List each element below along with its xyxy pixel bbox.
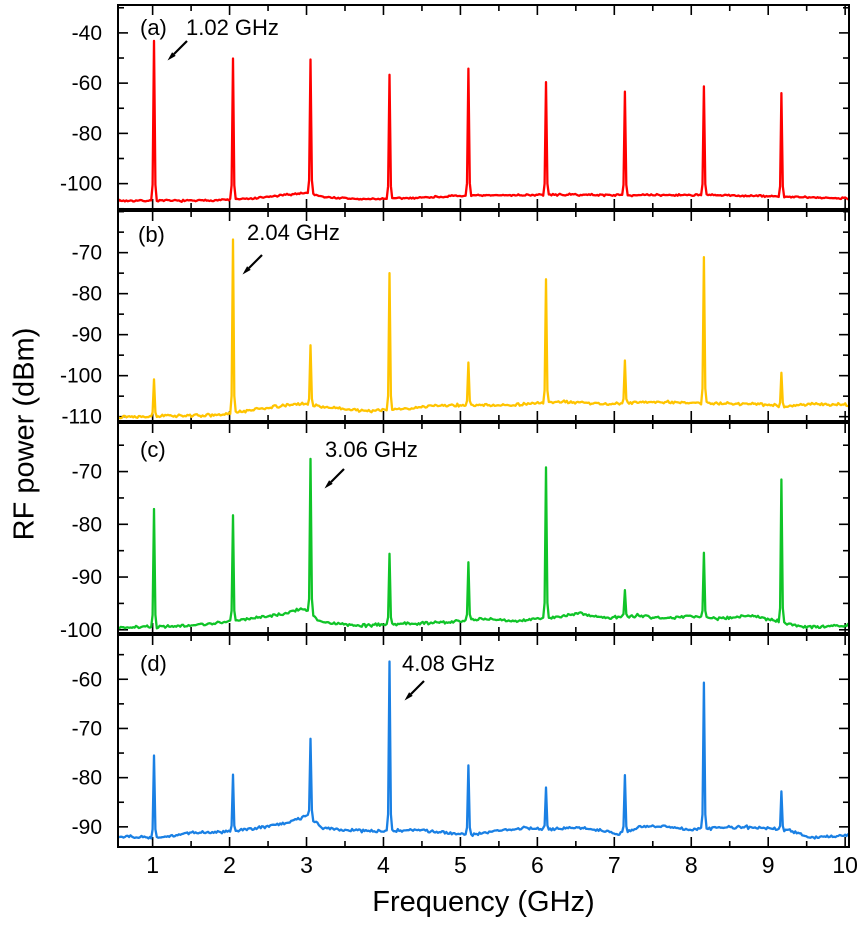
panel-d-plot: -60 -70 -80 -90 bbox=[72, 634, 850, 848]
y-tick-label: -70 bbox=[72, 461, 102, 484]
x-tick-label: 1 bbox=[146, 852, 160, 878]
panel-a-frequency-annotation: 1.02 GHz bbox=[186, 15, 279, 40]
x-tick-label: 10 bbox=[832, 852, 858, 878]
panel-b-frequency-annotation: 2.04 GHz bbox=[247, 220, 340, 245]
panel-b: -70 -80 -90 -100 -110 (b) 2.04 GHz bbox=[30, 210, 850, 429]
panel-a-plot: -40 -60 -80 -100 bbox=[60, 4, 850, 210]
y-tick-label: -80 bbox=[72, 283, 102, 306]
panel-d: -60 -70 -80 -90 (d) 4.08 GHz bbox=[30, 634, 850, 848]
panel-b-plot: -70 -80 -90 -100 -110 bbox=[60, 210, 850, 429]
spectrum-trace-a bbox=[119, 39, 848, 203]
panel-a-label: (a) bbox=[140, 15, 167, 40]
y-tick-label: -60 bbox=[72, 668, 102, 691]
spectrum-trace-d bbox=[119, 660, 848, 840]
panel-c-frequency-annotation: 3.06 GHz bbox=[325, 437, 418, 462]
annotation-arrow-icon bbox=[404, 680, 425, 701]
x-tick-label: 7 bbox=[607, 852, 621, 878]
panel-b-label: (b) bbox=[138, 222, 165, 247]
annotation-arrow-icon bbox=[324, 468, 345, 489]
x-tick-label: 9 bbox=[761, 852, 775, 878]
y-tick-label: -90 bbox=[72, 324, 102, 347]
x-tick-label: 5 bbox=[454, 852, 467, 878]
x-tick-label: 8 bbox=[684, 852, 698, 878]
x-axis-tick-labels: 1 2 3 4 5 6 7 8 9 10 bbox=[0, 852, 866, 880]
panel-c-plot: -70 -80 -90 -100 bbox=[60, 422, 850, 642]
annotation-arrow-icon bbox=[242, 254, 263, 275]
x-tick-label: 3 bbox=[300, 852, 313, 878]
y-tick-label: -40 bbox=[72, 22, 102, 45]
panel-a: -40 -60 -80 -100 (a) 1.02 GHz bbox=[30, 4, 850, 210]
x-tick-label: 6 bbox=[530, 852, 544, 878]
y-tick-label: -100 bbox=[60, 365, 102, 388]
spectrum-trace-b bbox=[119, 238, 848, 420]
panel-c-label: (c) bbox=[140, 437, 166, 462]
x-tick-label: 4 bbox=[377, 852, 390, 878]
y-tick-label: -110 bbox=[62, 406, 102, 429]
y-tick-label: -70 bbox=[72, 242, 102, 265]
y-tick-label: -70 bbox=[72, 717, 102, 740]
y-tick-label: -90 bbox=[72, 566, 102, 589]
panel-d-label: (d) bbox=[140, 651, 167, 676]
y-tick-label: -100 bbox=[60, 173, 102, 196]
y-tick-label: -80 bbox=[72, 122, 102, 145]
panel-c: -70 -80 -90 -100 (c) 3.06 GHz bbox=[30, 422, 850, 642]
y-tick-label: -80 bbox=[72, 767, 102, 790]
annotation-arrow-icon bbox=[167, 40, 188, 61]
spectrum-trace-c bbox=[119, 457, 848, 630]
y-tick-label: -80 bbox=[72, 513, 102, 536]
x-tick-label: 2 bbox=[223, 852, 236, 878]
x-axis-title: Frequency (GHz) bbox=[372, 886, 595, 918]
y-tick-label: -100 bbox=[60, 619, 102, 642]
y-tick-label: -60 bbox=[72, 72, 102, 95]
y-tick-label: -90 bbox=[72, 816, 102, 839]
panel-d-frequency-annotation: 4.08 GHz bbox=[402, 651, 495, 676]
